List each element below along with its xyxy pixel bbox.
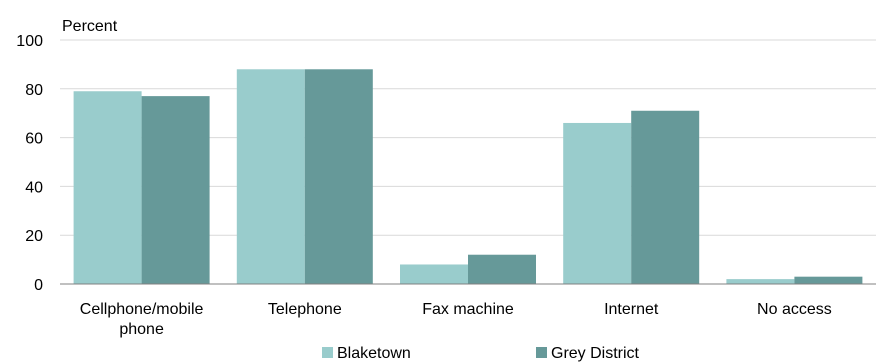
- bars: [73, 69, 863, 285]
- bar-grey-district: [631, 110, 700, 284]
- bar-blaketown: [73, 91, 142, 285]
- y-tick-labels: 0 20 40 60 80 100: [16, 33, 43, 294]
- y-tick-label: 100: [16, 33, 43, 50]
- legend-label: Grey District: [551, 345, 640, 362]
- x-tick-label-line: Fax machine: [422, 301, 514, 318]
- x-tick-label: Internet: [604, 301, 659, 318]
- x-tick-label-line: No access: [757, 301, 832, 318]
- y-axis-label: Percent: [62, 18, 118, 35]
- legend-swatch: [322, 347, 333, 358]
- x-tick-label-line: Internet: [604, 301, 659, 318]
- x-tick-label-line: Telephone: [268, 301, 342, 318]
- legend-label: Blaketown: [337, 345, 411, 362]
- legend-item: Blaketown: [322, 345, 411, 362]
- x-tick-label: Cellphone/mobile phone: [80, 301, 204, 338]
- bar-grey-district: [141, 96, 210, 285]
- x-tick-label: Telephone: [268, 301, 342, 318]
- bar-grey-district: [468, 254, 536, 284]
- y-tick-label: 80: [25, 82, 43, 99]
- x-tick-labels: Cellphone/mobile phone Telephone Fax machin…: [80, 301, 832, 338]
- legend: Blaketown Grey District: [322, 345, 640, 362]
- x-tick-label: No access: [757, 301, 832, 318]
- bar-grey-district: [794, 276, 863, 284]
- x-tick-label-line: phone: [119, 321, 164, 338]
- y-tick-label: 40: [25, 179, 43, 196]
- x-tick-label-line: Cellphone/mobile: [80, 301, 204, 318]
- bar-blaketown: [400, 264, 468, 284]
- legend-item: Grey District: [536, 345, 640, 362]
- y-tick-label: 60: [25, 131, 43, 148]
- y-tick-label: 20: [25, 228, 43, 245]
- bar-blaketown: [726, 279, 795, 284]
- y-tick-label: 0: [34, 277, 43, 294]
- legend-swatch: [536, 347, 547, 358]
- x-tick-label: Fax machine: [422, 301, 514, 318]
- bar-blaketown: [563, 122, 632, 285]
- bar-grey-district: [304, 69, 373, 284]
- bar-blaketown: [236, 69, 305, 284]
